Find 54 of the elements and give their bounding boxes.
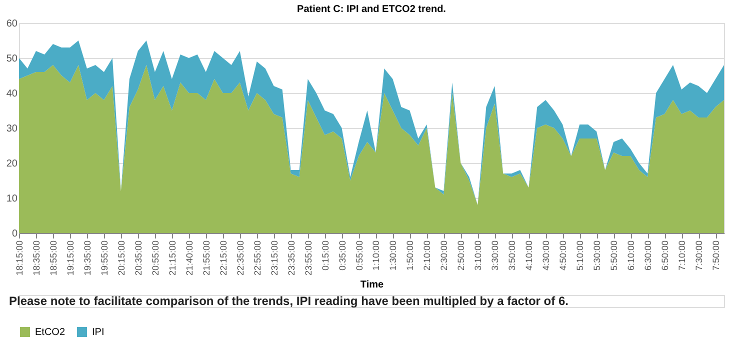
x-tick-label: 22:15:00	[218, 240, 228, 276]
x-tick-label: 4:30:00	[541, 240, 552, 271]
x-tick-label: 3:50:00	[507, 240, 518, 271]
x-tick-label: 0:35:00	[337, 240, 348, 271]
chart-title: Patient C: IPI and ETCO2 trend.	[297, 4, 446, 15]
x-tick-label: 6:10:00	[626, 240, 636, 271]
x-tick-label: 23:15:00	[269, 240, 280, 276]
x-tick-label: 6:50:00	[660, 240, 670, 271]
x-tick-label: 21:55:00	[201, 240, 212, 276]
x-tick-label: 18:15:00	[14, 240, 24, 276]
x-tick-label: 20:55:00	[150, 240, 160, 276]
y-tick-label: 20	[6, 158, 18, 170]
x-tick-label: 1:10:00	[371, 240, 382, 271]
x-tick-label: 22:35:00	[235, 240, 246, 276]
y-tick-label: 0	[12, 228, 18, 240]
x-tick-label: 2:30:00	[439, 240, 450, 271]
y-tick-label: 50	[6, 54, 18, 64]
y-tick-label: 40	[6, 88, 18, 100]
x-tick-label: 23:35:00	[286, 240, 296, 276]
x-tick-label: 21:40:00	[184, 240, 194, 276]
x-tick-label: 5:30:00	[592, 240, 602, 271]
x-tick-label: 7:30:00	[694, 240, 704, 271]
x-axis-title: Time	[360, 280, 384, 291]
x-tick-label: 23:55:00	[303, 240, 314, 276]
x-tick-label: 19:35:00	[82, 240, 92, 276]
x-tick-label: 3:30:00	[490, 240, 500, 271]
y-tick-label: 60	[6, 18, 18, 30]
x-tick-label: 7:10:00	[677, 240, 688, 271]
x-tick-label: 1:50:00	[405, 240, 416, 271]
x-tick-label: 0:15:00	[320, 240, 330, 271]
legend-label: IPI	[92, 327, 104, 338]
y-tick-label: 30	[6, 124, 18, 134]
x-tick-label: 3:10:00	[473, 240, 484, 271]
x-tick-label: 4:50:00	[558, 240, 568, 271]
x-tick-label: 4:10:00	[524, 240, 534, 271]
x-tick-label: 5:10:00	[575, 240, 586, 271]
x-tick-label: 22:55:00	[252, 240, 262, 276]
x-tick-label: 19:15:00	[65, 240, 76, 276]
x-tick-label: 7:50:00	[711, 240, 722, 271]
legend-label: EtCO2	[35, 327, 66, 338]
y-tick-label: 10	[6, 194, 18, 204]
x-tick-label: 6:30:00	[643, 240, 654, 271]
x-tick-label: 18:35:00	[31, 240, 42, 276]
x-tick-label: 1:30:00	[388, 240, 398, 271]
x-tick-label: 2:50:00	[456, 240, 466, 271]
x-tick-label: 20:15:00	[116, 240, 126, 276]
x-tick-label: 2:10:00	[422, 240, 432, 271]
x-tick-label: 5:50:00	[609, 240, 620, 271]
text: Please note to facilitate comparison of the trends, IPI reading have been multipled by a factor of 6.	[9, 294, 568, 308]
x-tick-label: 0:55:00	[354, 240, 364, 271]
x-tick-label: 21:15:00	[167, 240, 178, 276]
x-tick-label: 18:55:00	[48, 240, 58, 276]
x-tick-label: 20:35:00	[133, 240, 144, 276]
x-tick-label: 19:55:00	[99, 240, 110, 276]
